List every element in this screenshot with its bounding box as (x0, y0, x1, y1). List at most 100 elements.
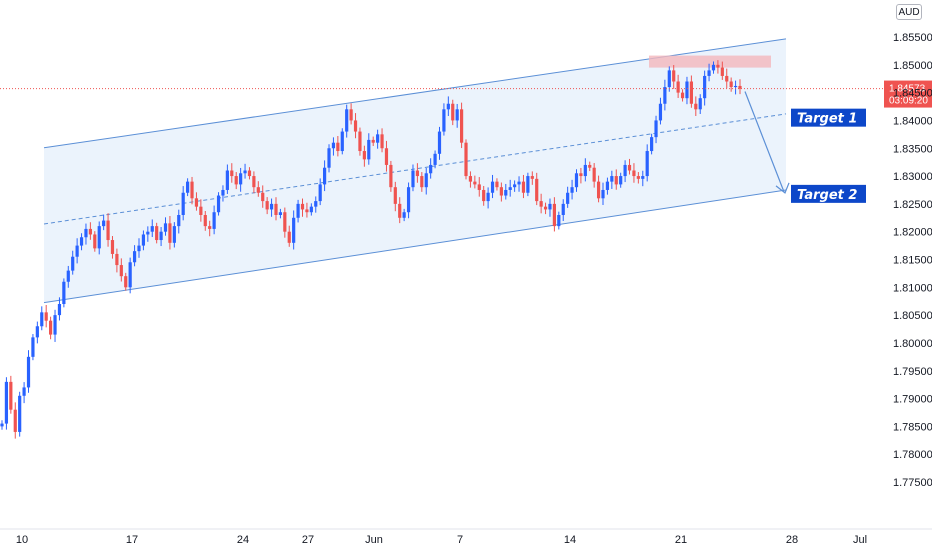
candle-body (292, 217, 296, 243)
candle-body (300, 203, 305, 210)
candle-body (605, 181, 610, 190)
candle-body (376, 134, 380, 143)
candle-body (627, 164, 632, 171)
candle-body (190, 181, 194, 199)
candle-body (336, 142, 340, 152)
candle-body (477, 184, 481, 190)
candle-body (667, 70, 671, 88)
candle-body (632, 170, 636, 177)
x-tick-label: 14 (564, 534, 576, 546)
x-tick-label: 21 (675, 534, 687, 546)
candle-body (314, 201, 318, 207)
candle-body (384, 148, 389, 165)
candle-body (239, 173, 243, 185)
candle-body (75, 245, 79, 257)
candle-body (402, 212, 406, 218)
y-tick-label: 1.83500 (893, 143, 932, 155)
y-tick-label: 1.82500 (893, 199, 932, 211)
candle-body (398, 203, 402, 218)
candle-body (636, 176, 640, 179)
candle-body (711, 64, 716, 71)
candle-body (155, 226, 159, 241)
resistance-zone-rect[interactable] (649, 55, 771, 68)
y-tick-label: 1.85000 (893, 60, 932, 72)
countdown-timer: 03:09:20 (889, 96, 928, 107)
target-2-box[interactable] (791, 184, 866, 203)
candle-body (650, 137, 654, 152)
candle-body (698, 98, 702, 110)
target-labels[interactable]: Target 1 Target 2 (744, 91, 866, 203)
candle-body (561, 203, 565, 215)
y-tick-label: 1.77500 (893, 477, 932, 489)
target-2-label[interactable]: Target 2 (797, 188, 857, 203)
target-1-box[interactable] (791, 108, 866, 127)
candle-body (194, 198, 199, 207)
candle-body (371, 139, 375, 143)
candle-body (482, 189, 486, 202)
candle-body (212, 212, 216, 229)
candle-body (442, 109, 446, 132)
candle-body (380, 134, 384, 149)
candle-body (243, 170, 247, 174)
arrow-head (775, 182, 790, 194)
y-tick-label: 1.78500 (893, 421, 932, 433)
resistance-zone[interactable] (649, 55, 771, 68)
candle-body (296, 203, 300, 218)
y-tick-label: 1.83000 (893, 171, 932, 183)
candle-body (4, 381, 9, 424)
candle-body (177, 215, 181, 227)
candle-body (433, 153, 437, 165)
x-tick-label: 10 (16, 534, 28, 546)
candle-body (429, 164, 433, 174)
projection-arrow[interactable] (744, 91, 785, 193)
candle-body (420, 176, 424, 188)
candle-body (203, 215, 207, 227)
candle-body (495, 181, 499, 188)
currency-badge[interactable]: AUD (896, 4, 922, 20)
candle-body (464, 142, 468, 177)
candle-body (287, 231, 291, 243)
candle-body (84, 228, 88, 238)
x-tick-label: 17 (126, 534, 138, 546)
candle-body (526, 176, 530, 193)
candle-body (57, 304, 62, 316)
candle-body (18, 395, 22, 432)
y-tick-label: 1.85500 (893, 32, 932, 44)
candle-body (216, 195, 221, 213)
candle-body (424, 173, 428, 188)
candle-body (106, 220, 110, 241)
candle-body (345, 109, 349, 132)
candle-body (115, 253, 119, 266)
time-axis[interactable]: 10 17 24 27 Jun 7 14 21 28 Jul (0, 528, 932, 546)
candle-body (172, 226, 176, 243)
price-axis[interactable]: 1.77500 1.78000 1.78500 1.79000 1.79500 1.800… (893, 32, 932, 489)
candle-body (9, 381, 13, 410)
candle-body (40, 312, 44, 327)
candle-body (274, 203, 278, 215)
candle-body (269, 203, 274, 210)
channel-mid-line[interactable] (43, 113, 787, 225)
candle-body (725, 75, 729, 82)
channel-lower-line[interactable] (43, 189, 787, 304)
candle-body (486, 192, 490, 202)
candle-body (327, 148, 331, 168)
candle-body (168, 223, 172, 243)
candle-body (31, 337, 35, 357)
candle-body (102, 220, 106, 227)
x-tick-label: Jun (365, 534, 383, 546)
target-1-label[interactable]: Target 1 (797, 112, 857, 127)
candle-body (389, 164, 393, 188)
candle-body (446, 103, 450, 110)
candle-body (163, 223, 168, 232)
candle-body (707, 70, 711, 76)
candle-body (680, 92, 685, 99)
candle-body (499, 187, 503, 196)
candle-body (0, 423, 4, 427)
candle-body (88, 228, 92, 235)
candle-body (367, 139, 371, 160)
candle-body (654, 120, 658, 138)
y-tick-label: 1.79500 (893, 366, 932, 378)
candle-body (645, 151, 649, 177)
candle-body (110, 240, 115, 254)
